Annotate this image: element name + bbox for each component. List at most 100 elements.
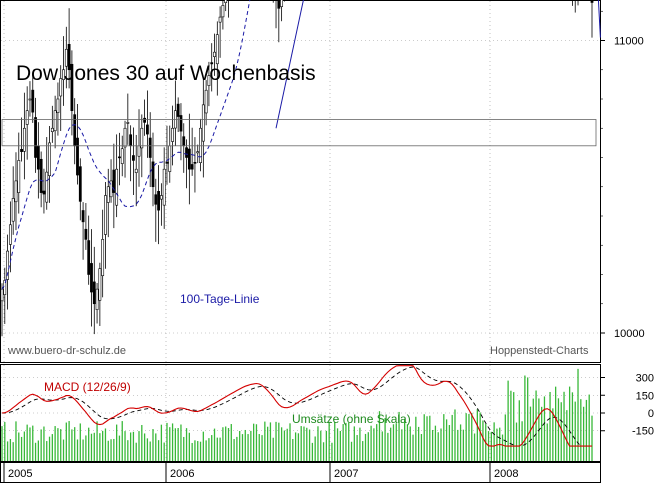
- macd-tick-label: 150: [636, 390, 654, 402]
- ma-label: 100-Tage-Linie: [180, 292, 260, 306]
- candle-body: [120, 148, 124, 164]
- time-axis-labels: 2005 2006 2007 2008: [8, 468, 518, 480]
- candle-body: [204, 89, 208, 114]
- macd-line: [1, 365, 592, 447]
- year-label: 2005: [8, 468, 32, 480]
- candle-body: [218, 16, 222, 23]
- candle-body: [159, 195, 163, 200]
- candle-body: [112, 169, 116, 193]
- candle-body: [81, 210, 85, 223]
- candle-body: [190, 164, 194, 170]
- candle-body: [123, 127, 127, 148]
- candle-body: [213, 51, 216, 57]
- candle-body: [165, 161, 169, 164]
- moving-average-line: [1, 0, 251, 290]
- candle-body: [176, 103, 180, 117]
- candle-body: [95, 288, 99, 310]
- macd-lines: [1, 365, 592, 447]
- candle-body: [171, 127, 174, 142]
- candle-body: [53, 110, 57, 132]
- candle-body: [148, 137, 152, 158]
- year-label: 2006: [170, 468, 194, 480]
- candle-body: [34, 117, 37, 158]
- macd-tick-label: 300: [636, 373, 654, 385]
- candle-body: [132, 155, 135, 161]
- price-panel-frame: [0, 0, 601, 363]
- candle-body: [162, 168, 166, 206]
- candle-body: [210, 62, 214, 65]
- candle-body: [207, 75, 211, 86]
- price-axis-labels: 1000011000120001300014000: [600, 10, 645, 340]
- candle-body: [62, 69, 65, 80]
- candle-body: [50, 127, 54, 133]
- chart-title: Dow Jones 30 auf Wochenbasis: [16, 62, 316, 85]
- candle-body: [98, 268, 102, 301]
- candle-body: [36, 145, 40, 170]
- candle-body: [8, 224, 12, 245]
- candle-body: [48, 142, 51, 176]
- candle-body: [84, 228, 88, 240]
- candle-body: [187, 148, 191, 170]
- candle-body: [101, 239, 105, 277]
- candle-body: [106, 186, 110, 203]
- candle-body: [179, 115, 183, 132]
- candle-body: [17, 160, 21, 193]
- candle-body: [0, 288, 4, 302]
- candle-body: [6, 250, 9, 280]
- volume-label: Umsätze (ohne Skala): [292, 412, 411, 426]
- macd-tick-label: -150: [632, 426, 654, 438]
- year-label: 2008: [494, 468, 518, 480]
- candle-body: [196, 151, 200, 154]
- price-tick-label: 11000: [614, 36, 644, 48]
- candle-body: [109, 180, 113, 198]
- candle-body: [140, 127, 144, 149]
- macd-label: MACD (12/26/9): [44, 380, 131, 394]
- candle-body: [42, 190, 46, 195]
- candle-body: [14, 180, 18, 203]
- candle-body: [22, 127, 26, 152]
- candle-body: [146, 124, 149, 135]
- candle-body: [134, 168, 138, 173]
- candle-body: [221, 5, 225, 18]
- macd-tick-label: 0: [648, 408, 654, 420]
- candle-body: [90, 263, 93, 293]
- candle-body: [104, 195, 107, 235]
- candle-body: [129, 134, 133, 147]
- candle-body: [45, 171, 49, 203]
- support-zone-box: [1, 119, 597, 147]
- candle-body: [151, 161, 155, 188]
- candle-body: [115, 168, 119, 206]
- candle-body: [20, 149, 23, 152]
- candle-body: [215, 34, 219, 65]
- source-right: Hoppenstedt-Charts: [490, 345, 589, 357]
- candlesticks: [0, 0, 594, 337]
- candle-body: [39, 158, 43, 193]
- candle-body: [3, 280, 7, 295]
- candle-body: [126, 122, 130, 124]
- candle-body: [56, 98, 60, 114]
- candle-body: [70, 63, 74, 111]
- candle-body: [64, 48, 68, 67]
- candle-body: [201, 104, 205, 142]
- candle-body: [67, 43, 71, 71]
- trend-lines: [1, 0, 601, 290]
- candle-body: [118, 156, 121, 159]
- price-tick-label: 10000: [614, 328, 645, 340]
- candle-body: [224, 0, 228, 3]
- candle-body: [280, 0, 284, 7]
- candle-body: [76, 137, 79, 176]
- volume-bars: [1, 368, 593, 461]
- candle-body: [28, 98, 32, 101]
- macd-axis-labels: 300 150 0 -150: [600, 373, 654, 438]
- candle-body: [193, 162, 197, 164]
- candle-body: [87, 240, 91, 275]
- candle-body: [590, 0, 594, 3]
- candle-body: [78, 166, 82, 202]
- candle-body: [143, 117, 147, 123]
- candle-body: [31, 89, 35, 113]
- candle-body: [59, 78, 63, 97]
- candle-body: [11, 198, 15, 222]
- candle-body: [185, 147, 188, 158]
- candle-body: [137, 145, 141, 157]
